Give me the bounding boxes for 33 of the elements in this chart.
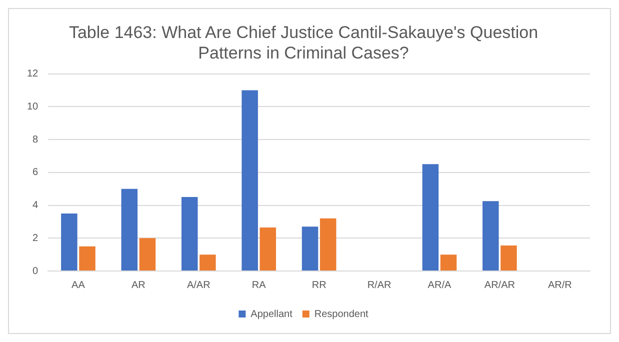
y-tick-label: 2 bbox=[32, 232, 39, 244]
bar bbox=[260, 227, 276, 270]
x-tick-label: AR/AR bbox=[484, 280, 515, 291]
bar bbox=[242, 90, 258, 270]
bar bbox=[200, 254, 216, 270]
x-tick-label: A/AR bbox=[186, 280, 210, 291]
bar bbox=[440, 254, 457, 270]
bar bbox=[320, 218, 336, 270]
y-tick-label: 8 bbox=[32, 134, 39, 146]
x-tick-label: AA bbox=[72, 280, 86, 291]
x-tick-label: RA bbox=[252, 280, 266, 291]
chart-title: Table 1463: What Are Chief Justice Cantil-Sakauye's Question Patterns in Criminal Cases? bbox=[68, 22, 538, 62]
x-tick-label: R/AR bbox=[367, 280, 392, 291]
bar bbox=[302, 226, 318, 270]
legend-label: Respondent bbox=[314, 308, 369, 320]
y-tick-label: 0 bbox=[32, 266, 39, 277]
bar bbox=[121, 188, 138, 270]
y-tick-label: 6 bbox=[32, 167, 39, 178]
bar bbox=[500, 246, 517, 270]
bar bbox=[181, 197, 198, 270]
x-tick-label: AR bbox=[131, 280, 146, 291]
bar bbox=[139, 238, 156, 270]
y-tick-label: 12 bbox=[27, 68, 39, 80]
bar bbox=[61, 213, 78, 270]
y-tick-label: 4 bbox=[32, 200, 39, 212]
x-tick-label: AR/A bbox=[428, 280, 452, 291]
x-tick-label: RR bbox=[312, 280, 326, 291]
bar bbox=[79, 246, 96, 270]
y-tick-label: 10 bbox=[27, 101, 39, 112]
bar bbox=[482, 201, 499, 270]
legend-label: Appellant bbox=[250, 308, 293, 320]
bar bbox=[422, 164, 439, 270]
x-tick-label: AR/R bbox=[548, 280, 572, 291]
